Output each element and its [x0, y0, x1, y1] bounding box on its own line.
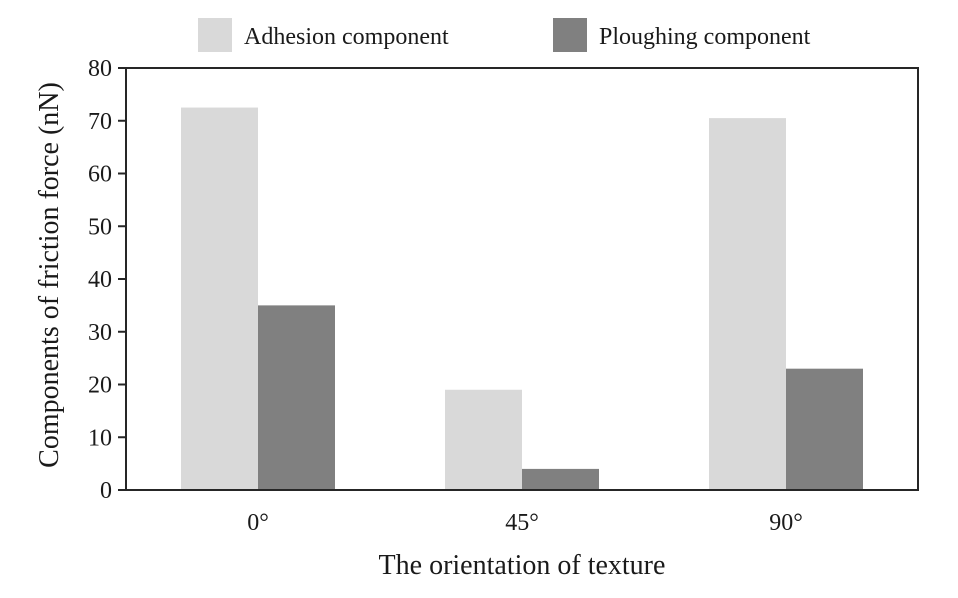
y-axis-ticks: 0 10 20 30 40 50 60 70 80: [88, 56, 126, 504]
y-tick-label: 0: [100, 478, 112, 504]
y-tick-label: 30: [88, 320, 112, 346]
x-tick-label: 0°: [247, 510, 269, 536]
bar-adhesion-2: [709, 118, 786, 491]
bar-adhesion-1: [445, 389, 522, 490]
bar-ploughing-0: [258, 305, 335, 490]
x-tick-label: 45°: [505, 510, 539, 536]
bar-ploughing-1: [522, 468, 599, 490]
legend: Adhesion component Ploughing component: [198, 18, 811, 52]
y-tick-label: 50: [88, 214, 112, 240]
y-tick-label: 10: [88, 425, 112, 451]
legend-label: Adhesion component: [244, 24, 449, 50]
legend-swatch: [553, 18, 587, 52]
x-axis-ticks: 0° 45° 90°: [247, 510, 803, 536]
plot-area-frame: [125, 67, 919, 491]
y-axis-title: Components of friction force (nN): [34, 82, 65, 468]
legend-swatch: [198, 18, 232, 52]
x-axis-title: The orientation of texture: [379, 550, 666, 581]
legend-label: Ploughing component: [599, 24, 811, 50]
y-tick-label: 80: [88, 56, 112, 82]
bar-adhesion-0: [181, 107, 258, 490]
y-tick-label: 40: [88, 267, 112, 293]
y-tick-label: 60: [88, 162, 112, 188]
bars: [181, 107, 863, 491]
y-tick-label: 70: [88, 109, 112, 135]
x-tick-label: 90°: [769, 510, 803, 536]
bar-ploughing-2: [786, 368, 863, 490]
y-tick-label: 20: [88, 373, 112, 399]
